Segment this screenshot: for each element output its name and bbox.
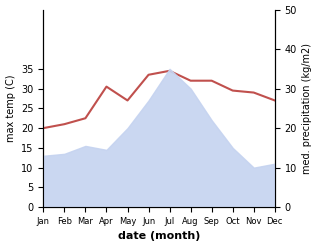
Y-axis label: max temp (C): max temp (C) xyxy=(5,75,16,142)
Y-axis label: med. precipitation (kg/m2): med. precipitation (kg/m2) xyxy=(302,43,313,174)
X-axis label: date (month): date (month) xyxy=(118,231,200,242)
